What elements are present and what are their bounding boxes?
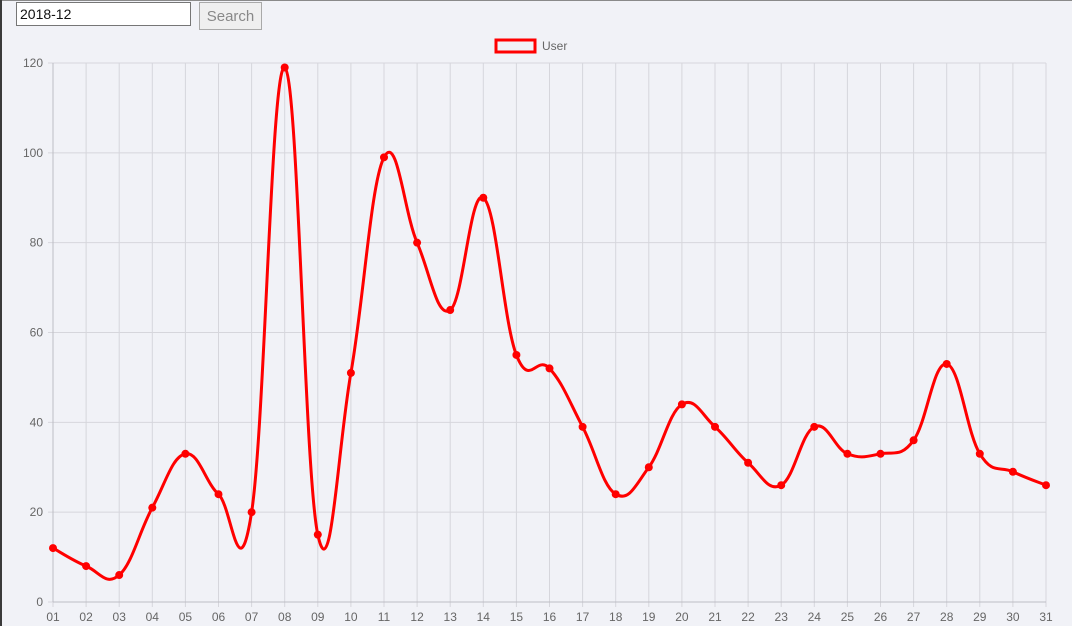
search-button[interactable]: Search bbox=[199, 2, 262, 30]
x-tick-label: 09 bbox=[311, 610, 325, 624]
x-tick-label: 03 bbox=[113, 610, 127, 624]
data-point-17[interactable] bbox=[578, 422, 587, 431]
x-tick-label: 31 bbox=[1039, 610, 1053, 624]
data-point-09[interactable] bbox=[313, 530, 322, 539]
data-point-01[interactable] bbox=[49, 544, 57, 553]
x-tick-label: 13 bbox=[444, 610, 458, 624]
x-tick-label: 17 bbox=[576, 610, 590, 624]
x-tick-label: 27 bbox=[907, 610, 921, 624]
x-axis-ticks: 01 02 03 04 05 06 07 08 09 10 11 12 13 14 15 16 17 18 19 20… bbox=[46, 610, 1053, 624]
legend[interactable]: User bbox=[494, 38, 567, 54]
y-tick-label: 20 bbox=[30, 505, 44, 519]
x-tick-label: 19 bbox=[642, 610, 656, 624]
data-point-26[interactable] bbox=[876, 449, 885, 458]
data-point-25[interactable] bbox=[843, 449, 852, 458]
x-tick-label: 24 bbox=[808, 610, 822, 624]
x-tick-label: 15 bbox=[510, 610, 524, 624]
legend-swatch-user[interactable] bbox=[494, 38, 537, 54]
x-tick-label: 30 bbox=[1006, 610, 1020, 624]
x-tick-label: 11 bbox=[378, 610, 391, 624]
data-point-20[interactable] bbox=[677, 400, 686, 409]
y-tick-label: 0 bbox=[36, 595, 43, 609]
data-point-31[interactable] bbox=[1042, 481, 1050, 490]
data-point-13[interactable] bbox=[446, 306, 455, 315]
y-axis-ticks: 0 20 40 60 80 100 120 bbox=[23, 56, 43, 609]
x-tick-label: 22 bbox=[741, 610, 755, 624]
series-user bbox=[49, 63, 1050, 581]
x-tick-label: 10 bbox=[344, 610, 358, 624]
x-tick-label: 12 bbox=[410, 610, 424, 624]
data-point-23[interactable] bbox=[777, 481, 786, 490]
x-tick-label: 25 bbox=[841, 610, 855, 624]
data-point-22[interactable] bbox=[744, 458, 753, 467]
x-tick-label: 26 bbox=[874, 610, 888, 624]
data-point-30[interactable] bbox=[1008, 467, 1017, 476]
data-point-04[interactable] bbox=[148, 503, 157, 512]
y-tick-label: 80 bbox=[30, 236, 44, 250]
data-point-28[interactable] bbox=[942, 359, 951, 368]
series-line-user bbox=[52, 65, 1047, 581]
x-tick-label: 04 bbox=[146, 610, 160, 624]
x-tick-label: 29 bbox=[973, 610, 987, 624]
data-point-06[interactable] bbox=[214, 490, 223, 499]
data-point-07[interactable] bbox=[247, 508, 256, 517]
data-point-14[interactable] bbox=[479, 193, 488, 202]
top-border bbox=[0, 0, 1072, 1]
x-tick-label: 01 bbox=[46, 610, 60, 624]
x-tick-label: 07 bbox=[245, 610, 259, 624]
y-tick-label: 120 bbox=[23, 56, 43, 70]
data-point-18[interactable] bbox=[611, 490, 620, 499]
data-point-03[interactable] bbox=[115, 571, 124, 580]
data-point-05[interactable] bbox=[181, 449, 190, 458]
y-tick-label: 60 bbox=[30, 326, 44, 340]
y-tick-label: 40 bbox=[30, 415, 44, 429]
x-tick-label: 08 bbox=[278, 610, 292, 624]
x-tick-label: 05 bbox=[179, 610, 193, 624]
x-tick-label: 21 bbox=[708, 610, 722, 624]
x-tick-label: 16 bbox=[543, 610, 557, 624]
grid bbox=[48, 62, 1047, 607]
left-border bbox=[0, 0, 2, 626]
x-tick-label: 28 bbox=[940, 610, 954, 624]
x-tick-label: 14 bbox=[477, 610, 491, 624]
data-point-15[interactable] bbox=[512, 350, 521, 359]
data-point-08[interactable] bbox=[280, 63, 289, 72]
month-search-input[interactable] bbox=[16, 2, 191, 26]
data-point-29[interactable] bbox=[975, 449, 984, 458]
legend-label-user[interactable]: User bbox=[542, 39, 567, 53]
data-point-10[interactable] bbox=[346, 368, 355, 377]
y-tick-label: 100 bbox=[23, 146, 43, 160]
x-tick-label: 20 bbox=[675, 610, 689, 624]
data-point-12[interactable] bbox=[413, 238, 422, 247]
data-point-21[interactable] bbox=[711, 422, 719, 431]
data-point-02[interactable] bbox=[82, 562, 91, 571]
x-tick-label: 02 bbox=[79, 610, 93, 624]
x-tick-label: 23 bbox=[775, 610, 789, 624]
data-point-16[interactable] bbox=[545, 364, 554, 373]
data-point-19[interactable] bbox=[644, 463, 653, 472]
x-tick-label: 06 bbox=[212, 610, 226, 624]
x-tick-label: 18 bbox=[609, 610, 623, 624]
data-point-11[interactable] bbox=[380, 153, 388, 162]
data-point-24[interactable] bbox=[810, 422, 819, 431]
data-point-27[interactable] bbox=[909, 436, 918, 445]
